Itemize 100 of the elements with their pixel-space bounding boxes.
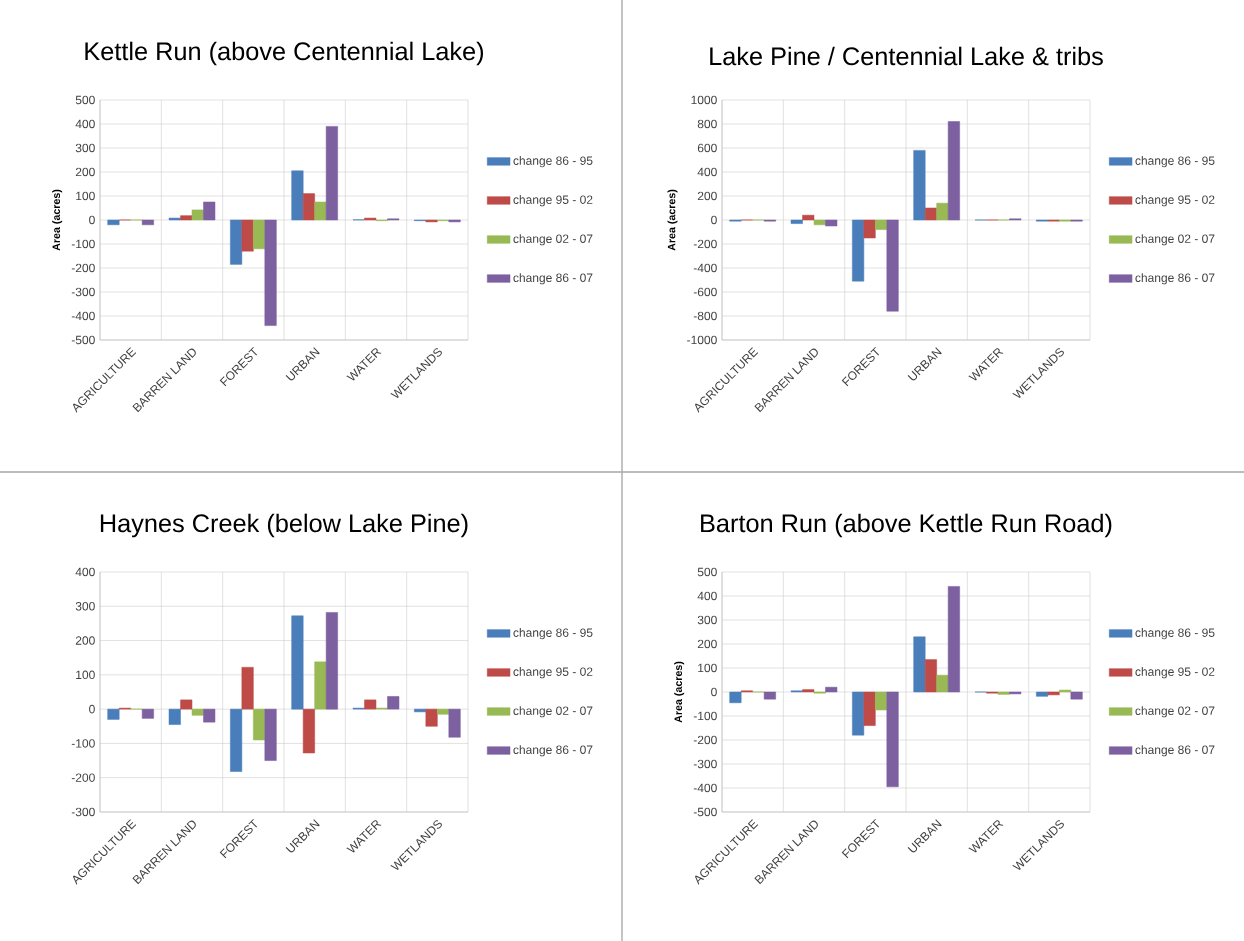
bar bbox=[763, 691, 776, 700]
bar bbox=[947, 121, 960, 221]
bar bbox=[241, 219, 254, 252]
y-tick-label: 100 bbox=[76, 670, 95, 680]
bar bbox=[325, 126, 338, 221]
bar bbox=[802, 689, 815, 693]
y-tick-label: 600 bbox=[697, 143, 717, 153]
legend-label: change 86 - 95 bbox=[513, 628, 593, 640]
bar bbox=[802, 214, 815, 221]
y-tick-label: -200 bbox=[71, 263, 95, 273]
bar bbox=[825, 219, 838, 227]
legend-label: change 02 - 07 bbox=[513, 234, 593, 246]
legend-label: change 86 - 07 bbox=[513, 273, 593, 285]
y-tick-label: -300 bbox=[693, 759, 717, 769]
y-tick-label: 500 bbox=[75, 95, 95, 105]
legend-label: change 02 - 07 bbox=[1135, 706, 1215, 718]
y-tick-label: 400 bbox=[75, 567, 95, 577]
y-tick-label: -300 bbox=[71, 807, 95, 817]
legend-label: change 95 - 02 bbox=[513, 667, 593, 679]
bar bbox=[264, 708, 277, 761]
bar bbox=[936, 202, 949, 221]
y-tick-label: 100 bbox=[76, 191, 95, 201]
y-tick-label: -200 bbox=[693, 735, 717, 745]
y-tick-label: -400 bbox=[693, 263, 717, 273]
y-tick-label: -1000 bbox=[687, 335, 717, 345]
bar bbox=[230, 219, 243, 265]
bar bbox=[1070, 691, 1083, 700]
bar bbox=[863, 219, 876, 239]
bar bbox=[107, 219, 120, 226]
legend-label: change 86 - 95 bbox=[1135, 156, 1215, 168]
bar bbox=[314, 661, 327, 710]
legend-label: change 86 - 07 bbox=[513, 745, 593, 757]
bar bbox=[168, 708, 181, 725]
bar bbox=[253, 708, 266, 741]
bar bbox=[425, 708, 438, 727]
y-tick-label: 0 bbox=[711, 687, 717, 697]
legend-label: change 95 - 02 bbox=[1135, 195, 1215, 207]
legend-label: change 86 - 95 bbox=[513, 156, 593, 168]
y-tick-label: 300 bbox=[697, 615, 717, 625]
bar bbox=[997, 691, 1010, 695]
bar bbox=[203, 201, 216, 221]
y-tick-label: 400 bbox=[697, 591, 717, 601]
bar bbox=[437, 708, 450, 715]
bar bbox=[813, 219, 826, 226]
y-tick-label: -100 bbox=[71, 239, 95, 249]
y-tick-label: 1000 bbox=[691, 95, 717, 105]
y-tick-label: 0 bbox=[711, 215, 717, 225]
y-tick-label: -500 bbox=[71, 335, 95, 345]
y-tick-label: 200 bbox=[697, 191, 717, 201]
bar bbox=[947, 586, 960, 693]
y-tick-label: 0 bbox=[89, 704, 95, 714]
bar bbox=[141, 219, 154, 226]
y-tick-label: -200 bbox=[71, 773, 95, 782]
y-tick-label: 300 bbox=[75, 602, 95, 611]
bar bbox=[191, 708, 204, 716]
y-tick-label: -800 bbox=[693, 311, 717, 321]
y-tick-label: 200 bbox=[697, 639, 717, 649]
legend-label: change 02 - 07 bbox=[1135, 234, 1215, 246]
bar bbox=[913, 150, 926, 221]
bar bbox=[241, 667, 254, 710]
legend-label: change 95 - 02 bbox=[513, 195, 593, 207]
bar bbox=[875, 219, 888, 230]
y-axis-title: Area (acres) bbox=[52, 189, 63, 251]
y-tick-label: -100 bbox=[71, 739, 95, 748]
legend-label: change 02 - 07 bbox=[513, 706, 593, 718]
bar bbox=[886, 219, 899, 312]
bar bbox=[191, 209, 204, 221]
chart-title: Haynes Creek (below Lake Pine) bbox=[100, 513, 468, 538]
y-tick-label: 100 bbox=[698, 663, 717, 673]
bar bbox=[291, 170, 304, 221]
bar bbox=[886, 691, 899, 788]
bar bbox=[230, 708, 243, 772]
bar bbox=[875, 691, 888, 711]
y-tick-label: -400 bbox=[693, 783, 717, 793]
legend-label: change 86 - 07 bbox=[1135, 745, 1215, 757]
bar bbox=[264, 219, 277, 326]
y-tick-label: -100 bbox=[693, 711, 717, 721]
bar bbox=[448, 708, 461, 738]
y-tick-label: 400 bbox=[697, 167, 717, 177]
y-tick-label: 400 bbox=[75, 119, 95, 129]
bar bbox=[1047, 691, 1060, 696]
bar bbox=[291, 615, 304, 710]
chart-title: Barton Run (above Kettle Run Road) bbox=[701, 513, 1112, 538]
y-tick-label: 800 bbox=[697, 119, 717, 129]
y-tick-label: 300 bbox=[75, 143, 95, 153]
y-tick-label: -400 bbox=[71, 311, 95, 321]
y-tick-label: -300 bbox=[71, 287, 95, 297]
y-tick-label: 200 bbox=[75, 636, 95, 645]
bar bbox=[253, 219, 266, 250]
bar bbox=[203, 708, 216, 723]
y-axis-title: Area (acres) bbox=[674, 661, 685, 723]
legend-label: change 86 - 95 bbox=[1135, 628, 1215, 640]
bar bbox=[852, 219, 865, 282]
chart-title: Lake Pine / Centennial Lake & tribs bbox=[710, 46, 1103, 66]
bar bbox=[107, 708, 120, 720]
bar bbox=[302, 708, 315, 754]
y-tick-label: -200 bbox=[693, 239, 717, 249]
y-tick-label: 0 bbox=[89, 215, 95, 225]
bar bbox=[790, 219, 803, 224]
y-tick-label: 500 bbox=[697, 567, 717, 577]
